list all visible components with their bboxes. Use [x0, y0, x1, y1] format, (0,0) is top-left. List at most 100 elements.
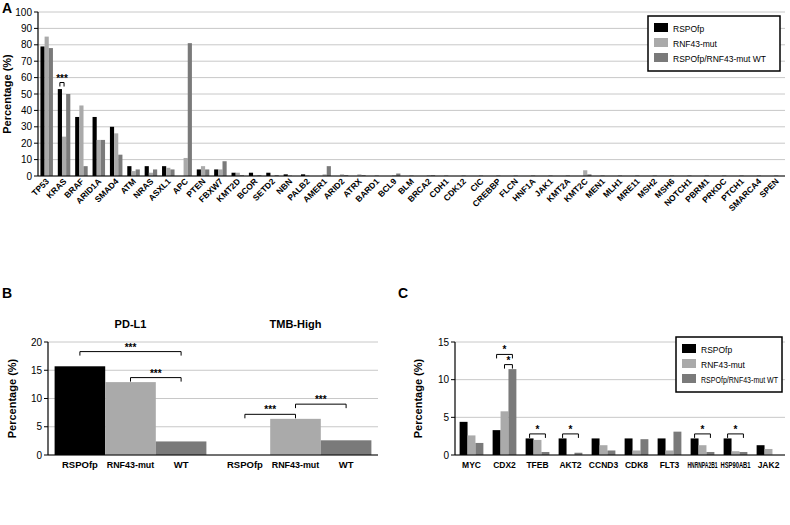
tick-label: 0 — [36, 450, 42, 461]
bar — [197, 169, 201, 176]
bar — [534, 440, 542, 455]
significance-label: *** — [264, 404, 276, 415]
group-label: PD-L1 — [115, 318, 147, 330]
significance-label: * — [569, 424, 573, 435]
category-label: HNRNPA2B1 — [688, 460, 718, 470]
significance-label: *** — [150, 368, 162, 379]
grid-line — [38, 12, 785, 13]
category-label: WT — [174, 459, 189, 470]
bar — [607, 450, 615, 455]
bar — [526, 438, 534, 455]
bar — [105, 382, 156, 455]
y-axis-label: Percentage (%) — [6, 358, 18, 438]
bar — [110, 127, 114, 176]
grid-line — [38, 110, 785, 111]
legend-label: RSPOfp/RNF43-mut WT — [673, 54, 766, 64]
bar — [162, 166, 166, 176]
bar — [625, 438, 633, 455]
panel-label: B — [2, 285, 12, 301]
tick-label: 5 — [36, 421, 42, 432]
bar — [101, 140, 105, 176]
category-label: HSP90AB1 — [721, 460, 751, 470]
category-label: RSPOfp — [227, 459, 263, 470]
significance-label: *** — [315, 394, 327, 405]
legend-label: RSPOfp — [701, 345, 732, 355]
y-axis — [454, 342, 455, 455]
legend-swatch — [654, 38, 668, 47]
bar — [131, 171, 135, 176]
grid-line — [48, 455, 378, 456]
legend-swatch — [682, 359, 696, 368]
bar — [66, 94, 70, 176]
tick-label: 10 — [21, 154, 33, 165]
bar — [501, 411, 509, 455]
tick-label: 20 — [21, 138, 33, 149]
legend-box — [676, 337, 782, 392]
grid-line — [38, 143, 785, 144]
tick-label: 20 — [31, 337, 43, 348]
significance-label: *** — [125, 342, 137, 353]
bar — [118, 155, 122, 176]
grid-line — [48, 342, 378, 343]
bar — [475, 443, 483, 455]
significance-label: * — [734, 424, 738, 435]
category-label: BCL9 — [376, 176, 399, 199]
y-axis-label: Percentage (%) — [1, 54, 13, 134]
panel: 05101520PD-L1TMB-HighRSPOfpRNF43-mutWTRS… — [2, 285, 378, 470]
bar — [156, 441, 207, 455]
legend-swatch — [682, 374, 696, 383]
legend-label: RSPOfp — [673, 24, 704, 34]
bar — [188, 43, 192, 176]
tick-label: 70 — [21, 56, 33, 67]
tick-label: 5 — [443, 412, 449, 423]
bar — [468, 435, 476, 455]
grid-line — [38, 126, 785, 127]
legend-swatch — [682, 344, 696, 353]
tick-label: 15 — [438, 337, 450, 348]
category-label: CDK12 — [441, 176, 468, 203]
tick-label: 50 — [21, 89, 33, 100]
category-label: FLT3 — [660, 460, 680, 470]
bars — [55, 366, 372, 455]
bar — [508, 369, 516, 455]
tick-label: 10 — [438, 374, 450, 385]
category-label: ASXL1 — [146, 176, 173, 203]
bar — [127, 166, 131, 176]
tick-label: 100 — [15, 7, 32, 18]
legend-label: RSPOfp/RNF43-mut WT — [701, 375, 778, 385]
bar — [93, 117, 97, 176]
category-label: AKT2 — [559, 460, 581, 470]
bar — [205, 169, 209, 176]
bar — [170, 169, 174, 176]
bar — [270, 419, 321, 455]
category-label: CCND3 — [589, 460, 619, 470]
bar — [583, 170, 587, 176]
y-axis-label: Percentage (%) — [412, 358, 424, 438]
y-axis — [47, 342, 48, 455]
grid-line — [455, 455, 785, 456]
grid-line — [38, 176, 785, 177]
bar — [218, 169, 222, 176]
grid-line — [38, 77, 785, 78]
tick-label: 30 — [21, 121, 33, 132]
grid-line — [38, 159, 785, 160]
bar — [699, 445, 707, 455]
category-label: SMAD4 — [92, 176, 120, 204]
significance-label: * — [507, 355, 511, 366]
category-label: CDX2 — [493, 460, 516, 470]
bar — [640, 439, 648, 455]
bar — [691, 438, 699, 455]
bar — [58, 89, 62, 176]
legend-swatch — [654, 53, 668, 62]
legend-label: RNF43-mut — [673, 39, 718, 49]
category-label: SPEN — [757, 176, 780, 199]
bar — [592, 438, 600, 455]
panel-label: C — [398, 285, 408, 301]
bar — [724, 438, 732, 455]
bars — [40, 37, 778, 176]
category-label: JAK2 — [758, 460, 780, 470]
x-axis — [48, 454, 378, 455]
category-label: RNF43-mut — [272, 459, 320, 470]
bar — [201, 166, 205, 176]
panel-label: A — [2, 0, 12, 16]
